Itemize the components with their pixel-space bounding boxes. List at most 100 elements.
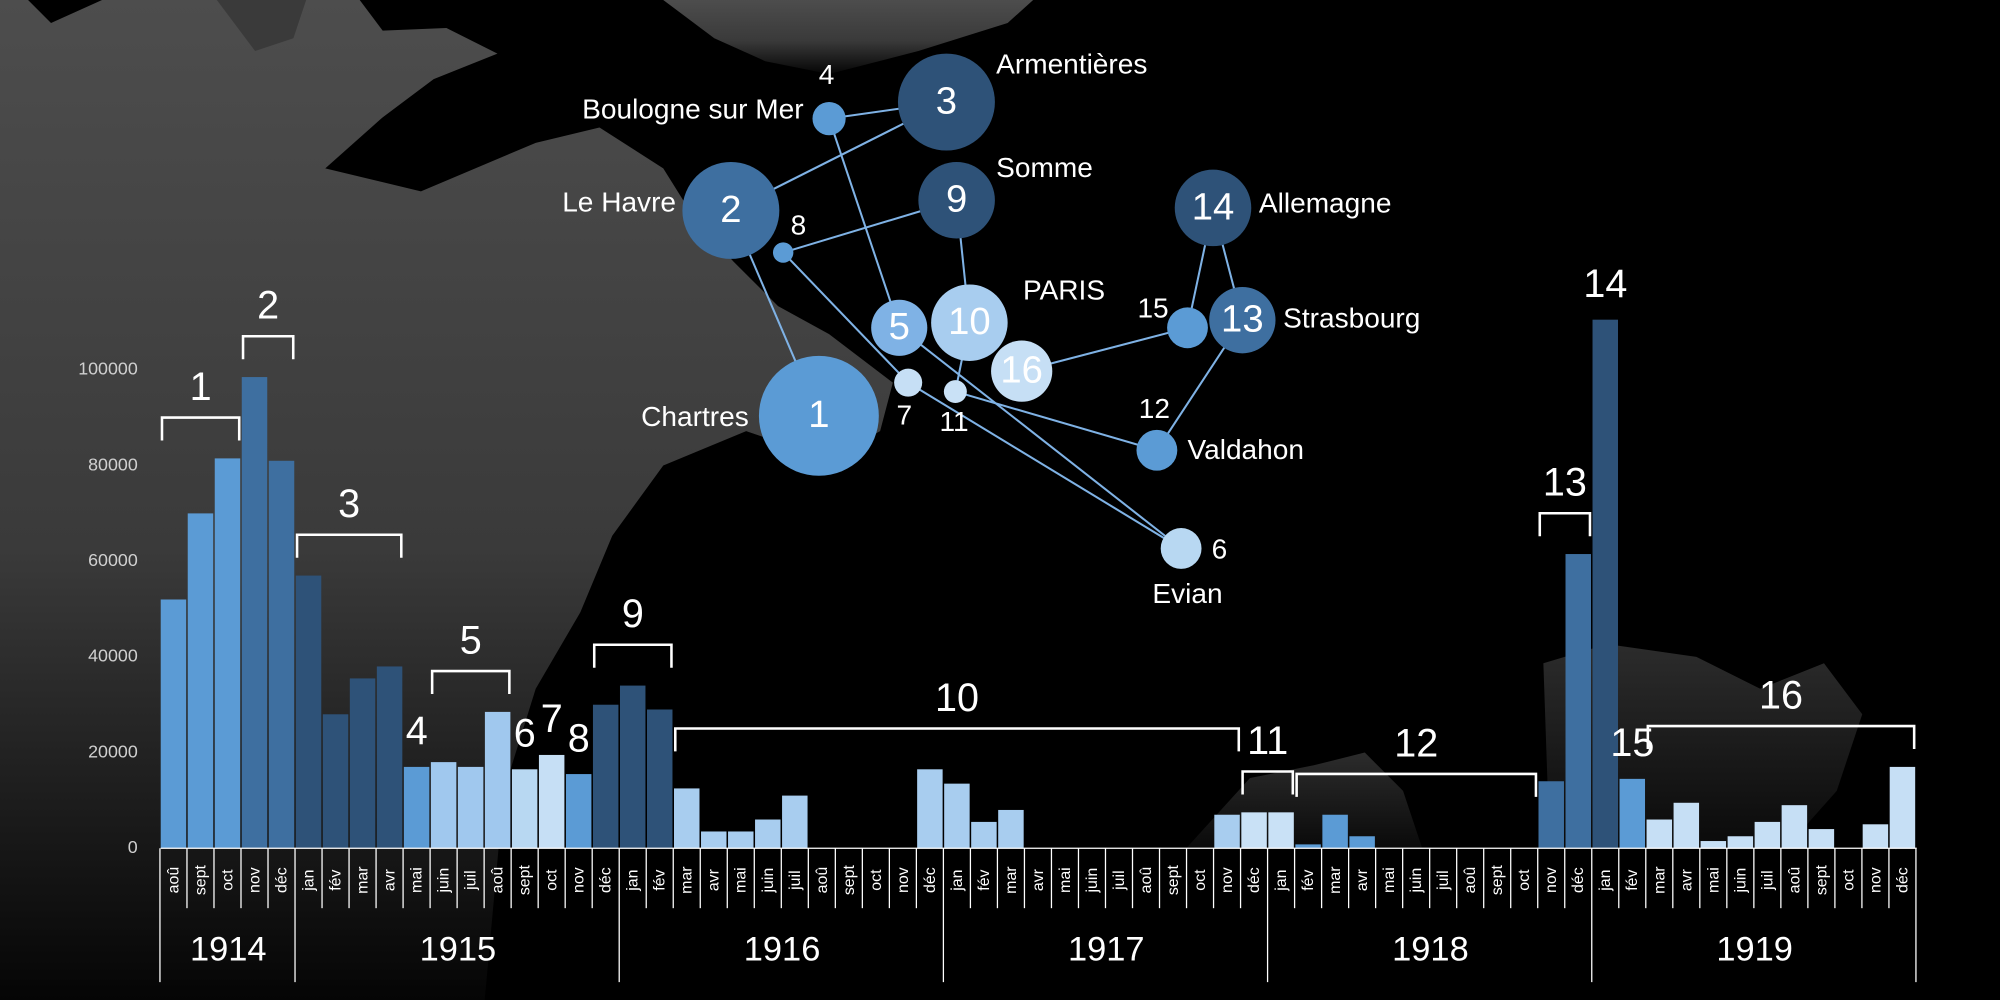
- place-label: PARIS: [1023, 274, 1105, 305]
- annotation: 9: [622, 592, 644, 636]
- bar: [376, 666, 403, 849]
- x-tick-label: mai: [409, 867, 426, 893]
- bar: [646, 709, 673, 849]
- annotation: 10: [935, 676, 979, 720]
- node-number: 16: [1000, 349, 1043, 392]
- bracket: [1538, 511, 1592, 537]
- x-tick-label: déc: [1246, 867, 1263, 893]
- x-tick-label: sept: [192, 864, 209, 895]
- x-tick-label: oct: [544, 869, 561, 891]
- y-tick-label: 100000: [78, 359, 138, 379]
- x-tick-label: oct: [219, 869, 236, 891]
- x-tick-label: juin: [1408, 868, 1425, 894]
- x-tick-label: nov: [246, 867, 263, 893]
- bar: [674, 788, 700, 849]
- bar: [457, 766, 484, 849]
- place-label: Armentières: [996, 49, 1147, 80]
- map-land: [216, 0, 307, 52]
- x-tick-label: déc: [1894, 867, 1911, 893]
- y-tick-label: 80000: [88, 454, 138, 474]
- x-tick-label: jan: [625, 869, 642, 891]
- bar: [1781, 805, 1808, 849]
- bar: [782, 795, 808, 849]
- x-tick-label: sept: [1813, 864, 1830, 895]
- x-tick-label: nov: [1867, 867, 1884, 893]
- x-tick-label: aoû: [814, 867, 831, 894]
- x-tick-label: fév: [328, 869, 345, 890]
- bracket: [1241, 770, 1295, 795]
- x-tick-label: avr: [382, 868, 399, 891]
- node-number: 13: [1221, 298, 1264, 341]
- annotation: 16: [1759, 673, 1803, 717]
- map-node: [1209, 286, 1276, 354]
- map-node: [918, 161, 995, 239]
- map-route: [828, 118, 901, 329]
- place-label: Valdahon: [1188, 434, 1304, 465]
- annotation: 11: [1247, 719, 1288, 763]
- node-number: 2: [720, 188, 741, 231]
- map-route: [955, 390, 1158, 452]
- bar: [728, 831, 754, 849]
- x-tick-label: juil: [1759, 870, 1776, 891]
- bar: [1673, 802, 1700, 849]
- map-node: [772, 242, 794, 263]
- x-tick-label: nov: [1219, 867, 1236, 893]
- bar: [1646, 819, 1673, 849]
- year-label: 1914: [190, 931, 267, 969]
- map-land: [663, 0, 1034, 74]
- x-tick-label: fév: [1300, 869, 1317, 890]
- node-number: 1: [808, 393, 829, 436]
- bar: [1295, 844, 1321, 849]
- x-tick-label: juin: [436, 868, 453, 894]
- node-number: 6: [1212, 533, 1228, 564]
- bar: [1322, 814, 1348, 849]
- annotation: 5: [460, 618, 482, 662]
- year-label: 1917: [1068, 931, 1145, 969]
- x-tick-label: sept: [841, 864, 858, 895]
- x-tick-label: oct: [1840, 869, 1857, 891]
- x-tick-label: déc: [1570, 867, 1587, 893]
- bar: [1538, 781, 1564, 849]
- node-number: 5: [889, 305, 910, 348]
- place-label: Allemagne: [1259, 188, 1392, 219]
- bar: [1565, 554, 1591, 849]
- y-tick-label: 20000: [88, 741, 138, 761]
- bar: [403, 766, 430, 849]
- bar: [971, 821, 997, 849]
- map-node: [1136, 429, 1178, 471]
- x-tick-label: sept: [517, 864, 534, 895]
- bar: [565, 774, 592, 849]
- bar: [1619, 778, 1646, 849]
- bar: [701, 831, 727, 849]
- node-number: 14: [1192, 185, 1235, 228]
- annotation: 3: [338, 482, 360, 526]
- x-tick-label: nov: [571, 867, 588, 893]
- bar: [1808, 829, 1835, 849]
- bracket: [1295, 772, 1538, 797]
- x-tick-label: oct: [1516, 869, 1533, 891]
- x-tick-label: jan: [949, 869, 966, 891]
- x-tick-label: juin: [1732, 868, 1749, 894]
- annotation: 2: [257, 284, 279, 328]
- bar: [187, 513, 214, 849]
- bar: [1889, 766, 1916, 849]
- node-number: 3: [936, 79, 957, 122]
- node-number: 4: [819, 59, 835, 90]
- x-tick-label: nov: [895, 867, 912, 893]
- node-number: 11: [940, 406, 969, 437]
- x-tick-label: mai: [1381, 867, 1398, 893]
- y-tick-label: 0: [128, 837, 138, 857]
- bar: [1241, 812, 1267, 849]
- bracket: [1646, 724, 1916, 750]
- map-node: [894, 368, 923, 397]
- annotation: 12: [1394, 721, 1438, 765]
- x-tick-label: jan: [1273, 869, 1290, 891]
- bar: [755, 819, 781, 849]
- map-node: [1174, 169, 1252, 247]
- x-tick-label: aoû: [1786, 867, 1803, 894]
- x-tick-label: mar: [355, 866, 372, 894]
- place-label: Strasbourg: [1283, 303, 1420, 334]
- x-tick-label: mai: [1057, 867, 1074, 893]
- map-node: [812, 102, 846, 136]
- map-route: [898, 327, 1182, 550]
